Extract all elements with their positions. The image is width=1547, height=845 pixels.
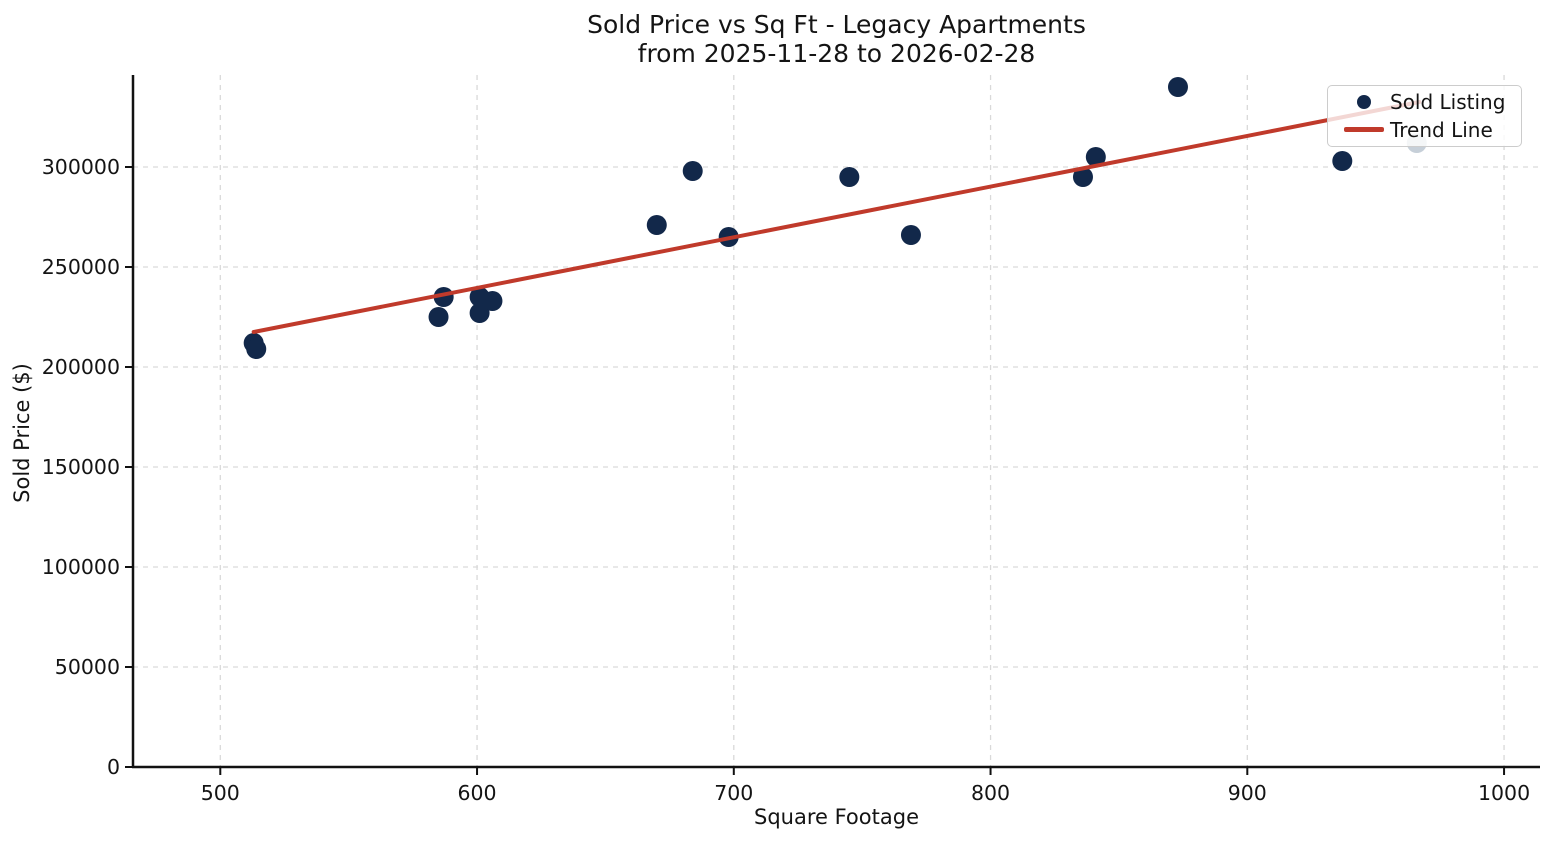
y-tick-label: 300000 bbox=[42, 155, 120, 179]
sold-listing-point bbox=[469, 303, 490, 323]
chart-subtitle: from 2025-11-28 to 2026-02-28 bbox=[637, 39, 1036, 68]
y-tick-label: 250000 bbox=[42, 255, 120, 279]
legend-item-sold-listing: Sold Listing bbox=[1338, 90, 1513, 115]
sold-listing-point bbox=[1072, 167, 1093, 187]
legend-label: Trend Line bbox=[1390, 117, 1493, 142]
sold-listing-point bbox=[1085, 147, 1106, 167]
x-tick-label: 600 bbox=[457, 781, 496, 805]
y-tick-label: 0 bbox=[107, 755, 120, 779]
x-tick-label: 700 bbox=[714, 781, 753, 805]
y-tick-label: 100000 bbox=[42, 555, 120, 579]
trend-line-swatch-icon bbox=[1344, 127, 1384, 133]
sold-listing-point bbox=[246, 339, 267, 359]
sold-listing-point bbox=[428, 307, 449, 327]
x-tick-label: 1000 bbox=[1478, 781, 1530, 805]
y-tick-label: 50000 bbox=[55, 655, 120, 679]
legend-label: Sold Listing bbox=[1390, 90, 1506, 115]
y-tick-label: 200000 bbox=[42, 355, 120, 379]
y-axis-label: Sold Price ($) bbox=[10, 363, 34, 503]
x-tick-label: 500 bbox=[201, 781, 240, 805]
legend-marker-cell bbox=[1338, 95, 1390, 110]
y-tick-label: 150000 bbox=[42, 455, 120, 479]
chart-title: Sold Price vs Sq Ft - Legacy Apartments bbox=[587, 10, 1086, 39]
x-tick-label: 900 bbox=[1228, 781, 1267, 805]
sold-listing-point bbox=[900, 225, 921, 245]
x-tick-label: 800 bbox=[971, 781, 1010, 805]
sold-listing-point bbox=[682, 161, 703, 181]
trend-line bbox=[251, 100, 1422, 334]
sold-listing-point bbox=[1167, 77, 1188, 97]
sold-listing-point bbox=[1332, 151, 1353, 171]
x-axis-label: Square Footage bbox=[754, 805, 919, 829]
sold-listing-point bbox=[839, 167, 860, 187]
legend: Sold Listing Trend Line bbox=[1327, 85, 1522, 147]
sold-listing-point bbox=[482, 291, 503, 311]
legend-item-trend-line: Trend Line bbox=[1338, 118, 1513, 143]
legend-marker-cell bbox=[1338, 127, 1390, 133]
sold-listing-point bbox=[646, 215, 667, 235]
sold-listing-dot-icon bbox=[1357, 95, 1371, 110]
chart-title-block: Sold Price vs Sq Ft - Legacy Apartments … bbox=[133, 10, 1540, 68]
